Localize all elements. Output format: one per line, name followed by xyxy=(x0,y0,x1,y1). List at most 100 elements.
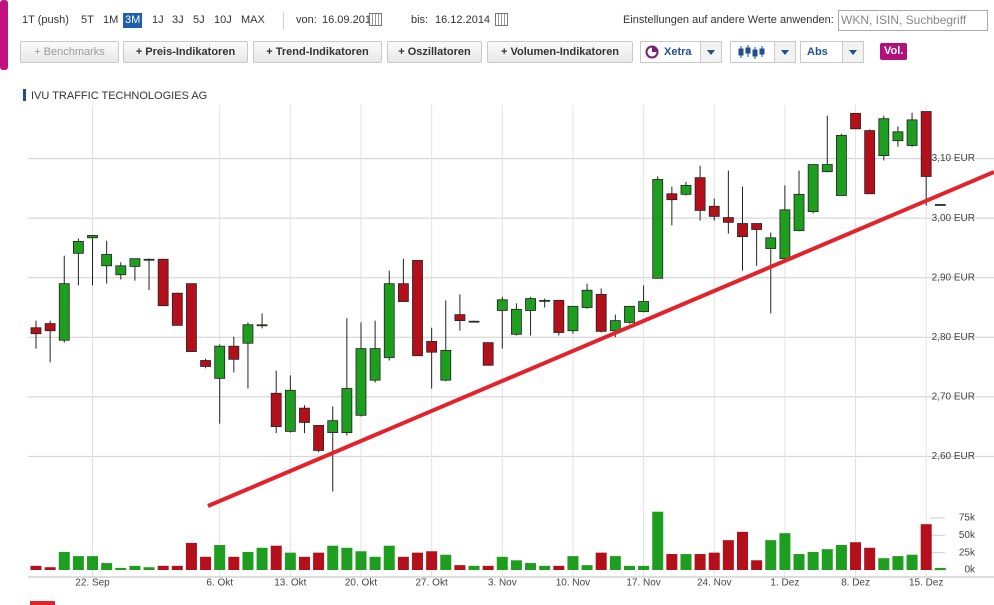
volume-bar xyxy=(369,556,381,570)
candle-body xyxy=(680,185,692,195)
volume-bar xyxy=(143,567,155,570)
range-button[interactable]: 5T xyxy=(81,14,94,26)
calendar-icon[interactable] xyxy=(495,13,508,26)
y-tick-label: 2,60 EUR xyxy=(932,451,975,462)
candle-body xyxy=(609,320,621,332)
candle-body xyxy=(539,299,551,302)
search-input[interactable]: WKN, ISIN, Suchbegriff xyxy=(838,10,988,31)
volume-bar xyxy=(397,556,409,570)
volume-bar xyxy=(779,533,791,570)
range-button[interactable]: 1T (push) xyxy=(22,14,69,26)
x-tick-label: 24. Nov xyxy=(697,578,731,589)
candle-body xyxy=(878,118,890,157)
x-tick-label: 20. Okt xyxy=(345,578,377,589)
calendar-icon[interactable] xyxy=(369,13,382,26)
volume-tick-label: 25k xyxy=(959,547,976,558)
volume-button[interactable]: Vol. xyxy=(880,43,908,60)
exchange-icon xyxy=(645,45,659,59)
x-tick-label: 27. Okt xyxy=(416,578,448,589)
scale-value: Abs xyxy=(807,46,828,58)
candle-body xyxy=(553,299,565,333)
volume-bar xyxy=(58,551,70,570)
volume-bar xyxy=(793,554,805,570)
volume-bar xyxy=(270,545,282,570)
volume-bar xyxy=(200,556,212,570)
candle-body xyxy=(383,283,395,358)
chart-type-dropdown[interactable] xyxy=(730,41,796,63)
exchange-dropdown[interactable]: Xetra xyxy=(640,41,722,63)
volume-bar xyxy=(595,552,607,570)
range-button[interactable]: 1M xyxy=(103,14,119,26)
scale-dropdown[interactable]: Abs xyxy=(800,41,864,63)
y-tick-label: 2,90 EUR xyxy=(932,272,975,283)
candle-body xyxy=(87,235,98,239)
x-tick-label: 6. Okt xyxy=(206,578,233,589)
candle-body xyxy=(708,205,720,217)
volume-bar xyxy=(623,565,635,570)
candle-body xyxy=(58,283,70,341)
volume-bar xyxy=(737,531,748,570)
volume-bar xyxy=(722,540,734,570)
volume-bar xyxy=(101,563,113,570)
volume-bar xyxy=(298,556,310,570)
candle-body xyxy=(638,301,649,313)
range-button[interactable]: 3M xyxy=(123,13,143,28)
candle-body xyxy=(652,179,664,279)
range-button[interactable]: 5J xyxy=(193,14,205,26)
candle-body xyxy=(200,360,211,367)
x-tick-label: 10. Nov xyxy=(556,578,590,589)
candle-body xyxy=(468,320,480,323)
volume-bar xyxy=(468,565,480,570)
candle-body xyxy=(228,345,240,360)
benchmarks-button[interactable]: + Benchmarks xyxy=(20,41,119,63)
volume-bar xyxy=(496,556,508,570)
candle-body xyxy=(934,204,946,206)
range-button[interactable]: MAX xyxy=(241,14,265,26)
indicator-button[interactable]: + Trend-Indikatoren xyxy=(253,41,382,63)
candle-body xyxy=(666,193,678,201)
volume-bar xyxy=(765,540,777,570)
volume-bar xyxy=(652,511,664,570)
apply-label: Einstellungen auf andere Werte anwenden: xyxy=(623,14,834,26)
candle-body xyxy=(581,289,593,308)
to-date[interactable]: 16.12.2014 xyxy=(435,14,491,26)
volume-bar xyxy=(313,552,325,570)
dropdown-arrow[interactable] xyxy=(700,42,721,62)
volume-bar xyxy=(157,565,169,570)
volume-bar xyxy=(638,565,650,570)
y-tick-label: 2,70 EUR xyxy=(932,391,975,402)
candle-body xyxy=(454,314,466,322)
candle-body xyxy=(624,305,635,323)
y-tick-label: 2,80 EUR xyxy=(932,332,975,343)
candle-body xyxy=(482,342,494,366)
range-button[interactable]: 10J xyxy=(214,14,232,26)
indicator-button[interactable]: + Volumen-Indikatoren xyxy=(487,41,633,63)
candle-body xyxy=(836,134,847,196)
indicator-button[interactable]: + Oszillatoren xyxy=(387,41,482,63)
range-button[interactable]: 3J xyxy=(172,14,184,26)
volume-bar xyxy=(383,545,395,570)
volume-bar xyxy=(835,545,847,570)
dropdown-arrow[interactable] xyxy=(842,42,863,62)
candle-body xyxy=(157,258,169,307)
x-tick-label: 22. Sep xyxy=(75,578,110,589)
indicator-button[interactable]: + Preis-Indikatoren xyxy=(123,41,248,63)
volume-bar xyxy=(892,556,904,570)
candle-body xyxy=(143,258,155,261)
candle-body xyxy=(299,407,310,423)
volume-bar xyxy=(864,547,876,570)
range-button[interactable]: 1J xyxy=(152,14,164,26)
candle-body xyxy=(355,348,367,416)
candle-body xyxy=(44,323,56,332)
volume-bar xyxy=(525,563,537,570)
candle-body xyxy=(737,223,748,238)
volume-tick-label: 75k xyxy=(959,513,976,524)
candle-body xyxy=(186,283,197,352)
side-tab[interactable] xyxy=(0,0,8,70)
candle-body xyxy=(850,112,861,130)
x-tick-label: 3. Nov xyxy=(488,578,517,589)
from-date[interactable]: 16.09.2014 xyxy=(322,14,378,26)
candle-body xyxy=(341,388,353,433)
dropdown-arrow[interactable] xyxy=(774,42,795,62)
